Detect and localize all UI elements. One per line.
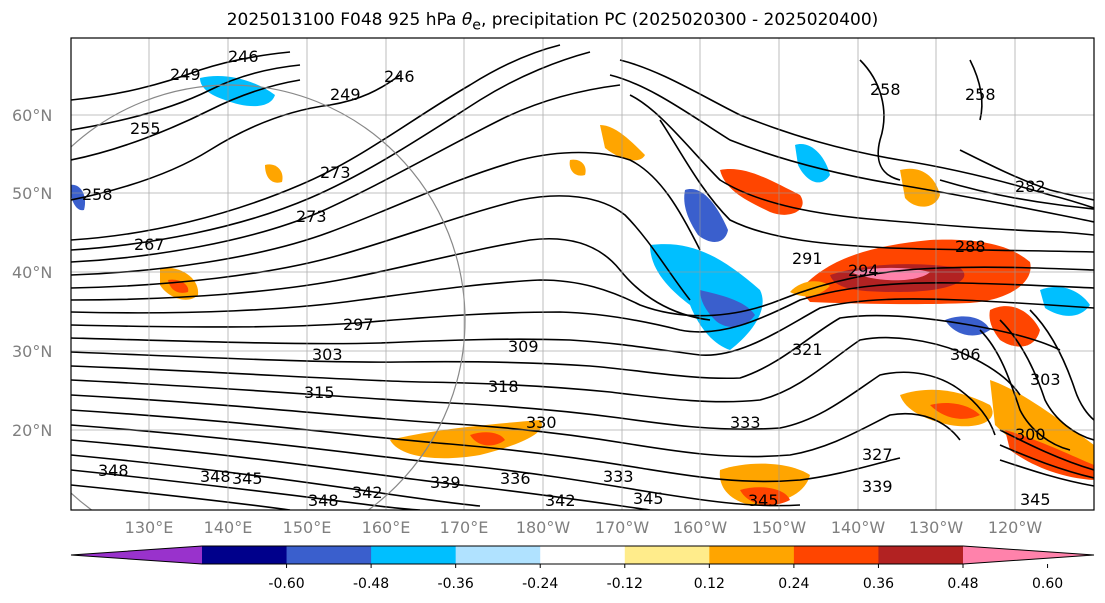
colorbar-segment	[624, 546, 710, 564]
lat-label-60n: 60°N	[12, 106, 53, 125]
contour-label: 297	[343, 315, 374, 334]
colorbar-tick-label: 0.60	[1031, 576, 1064, 592]
colorbar-segment	[71, 546, 202, 564]
contour-label: 315	[304, 383, 335, 402]
colorbar-segment	[963, 546, 1094, 564]
contour-label: 303	[312, 345, 343, 364]
contour-label: 273	[320, 163, 351, 182]
contour-label: 309	[508, 337, 539, 356]
map-title: 2025013100 F048 925 hPa θe, precipitatio…	[0, 10, 1105, 33]
contour-label: 318	[488, 377, 519, 396]
colorbar-tick-label: -0.24	[522, 576, 559, 592]
range-circle	[71, 84, 466, 510]
contour-label: 246	[384, 67, 415, 86]
colorbar-tick-label: 0.36	[862, 576, 895, 592]
contour-label: 303	[1030, 370, 1061, 389]
title-theta: θ	[461, 10, 473, 30]
lon-label: 150°W	[751, 518, 807, 537]
colorbar	[70, 545, 1095, 568]
contour-label: 258	[82, 185, 113, 204]
lon-label: 120°W	[987, 518, 1043, 537]
contour-labels: 246 249 249 246 255 258 267 273 273 297 …	[82, 47, 1061, 510]
lon-label: 160°W	[672, 518, 728, 537]
lat-label-30n: 30°N	[12, 342, 53, 361]
title-sub: e	[472, 17, 481, 34]
contour-label: 273	[296, 207, 327, 226]
colorbar-segment	[202, 546, 288, 564]
contour-label: 258	[870, 80, 901, 99]
contour-label: 348	[98, 461, 129, 480]
lon-label: 150°E	[282, 518, 332, 537]
contour-label: 288	[955, 237, 986, 256]
colorbar-segment	[540, 546, 626, 564]
contour-label: 306	[950, 345, 981, 364]
contour-label: 339	[430, 473, 461, 492]
contour-label: 267	[134, 235, 165, 254]
contour-label: 321	[792, 340, 823, 359]
contour-label: 348	[308, 491, 339, 510]
contour-label: 345	[633, 489, 664, 508]
colorbar-segment	[709, 546, 795, 564]
lon-label: 130°W	[908, 518, 964, 537]
colorbar-outline	[70, 545, 1095, 565]
colorbar-segment	[286, 546, 372, 564]
contour-label: 339	[862, 477, 893, 496]
contour-label: 342	[352, 483, 383, 502]
colorbar-segment	[455, 546, 541, 564]
lon-label: 130°E	[124, 518, 174, 537]
contour-label: 333	[730, 413, 761, 432]
colorbar-tick-label: 0.48	[947, 576, 979, 592]
contour-label: 342	[545, 491, 576, 510]
contour-label: 330	[526, 413, 557, 432]
colorbar-tick-label: -0.48	[352, 576, 390, 592]
colorbar-segment	[371, 546, 457, 564]
lon-label: 160°E	[361, 518, 411, 537]
contour-label: 282	[1015, 177, 1046, 196]
contour-label: 327	[862, 445, 893, 464]
contour-label: 333	[603, 467, 634, 486]
colorbar-segment	[878, 546, 964, 564]
title-text: 2025013100 F048 925 hPa	[226, 10, 462, 30]
lon-label: 140°E	[203, 518, 253, 537]
lat-label-20n: 20°N	[12, 421, 53, 440]
contour-label: 249	[170, 65, 201, 84]
colorbar-segment	[793, 546, 879, 564]
lon-label: 170°W	[594, 518, 650, 537]
colorbar-tick-label: -0.60	[268, 576, 305, 592]
lat-label-40n: 40°N	[12, 263, 53, 282]
contour-label: 246	[228, 47, 259, 66]
colorbar-tick-label: -0.12	[606, 576, 643, 592]
lon-label: 170°E	[439, 518, 489, 537]
map-frame	[70, 37, 1095, 511]
contour-label: 294	[848, 261, 879, 280]
gridlines	[71, 38, 1094, 510]
contour-label: 249	[330, 85, 361, 104]
colorbar-tick-label: -0.36	[437, 576, 474, 592]
contour-label: 345	[1020, 490, 1051, 509]
colorbar-tick-label: 0.24	[778, 576, 810, 592]
colorbar-tick-label: 0.12	[693, 576, 725, 592]
lon-label: 140°W	[830, 518, 886, 537]
title-suffix: , precipitation PC (2025020300 - 2025020…	[480, 10, 879, 30]
contour-label: 255	[130, 119, 161, 138]
contour-label: 291	[792, 249, 823, 268]
contour-label: 300	[1015, 425, 1046, 444]
lat-label-50n: 50°N	[12, 184, 53, 203]
contour-label: 336	[500, 469, 531, 488]
contour-label: 345	[748, 491, 779, 510]
contour-label: 348	[200, 467, 231, 486]
precip-shading	[71, 75, 1094, 506]
theta-e-contours	[71, 44, 1094, 510]
lon-label: 180°W	[515, 518, 571, 537]
contour-label: 345	[232, 469, 263, 488]
contour-label: 258	[965, 85, 996, 104]
